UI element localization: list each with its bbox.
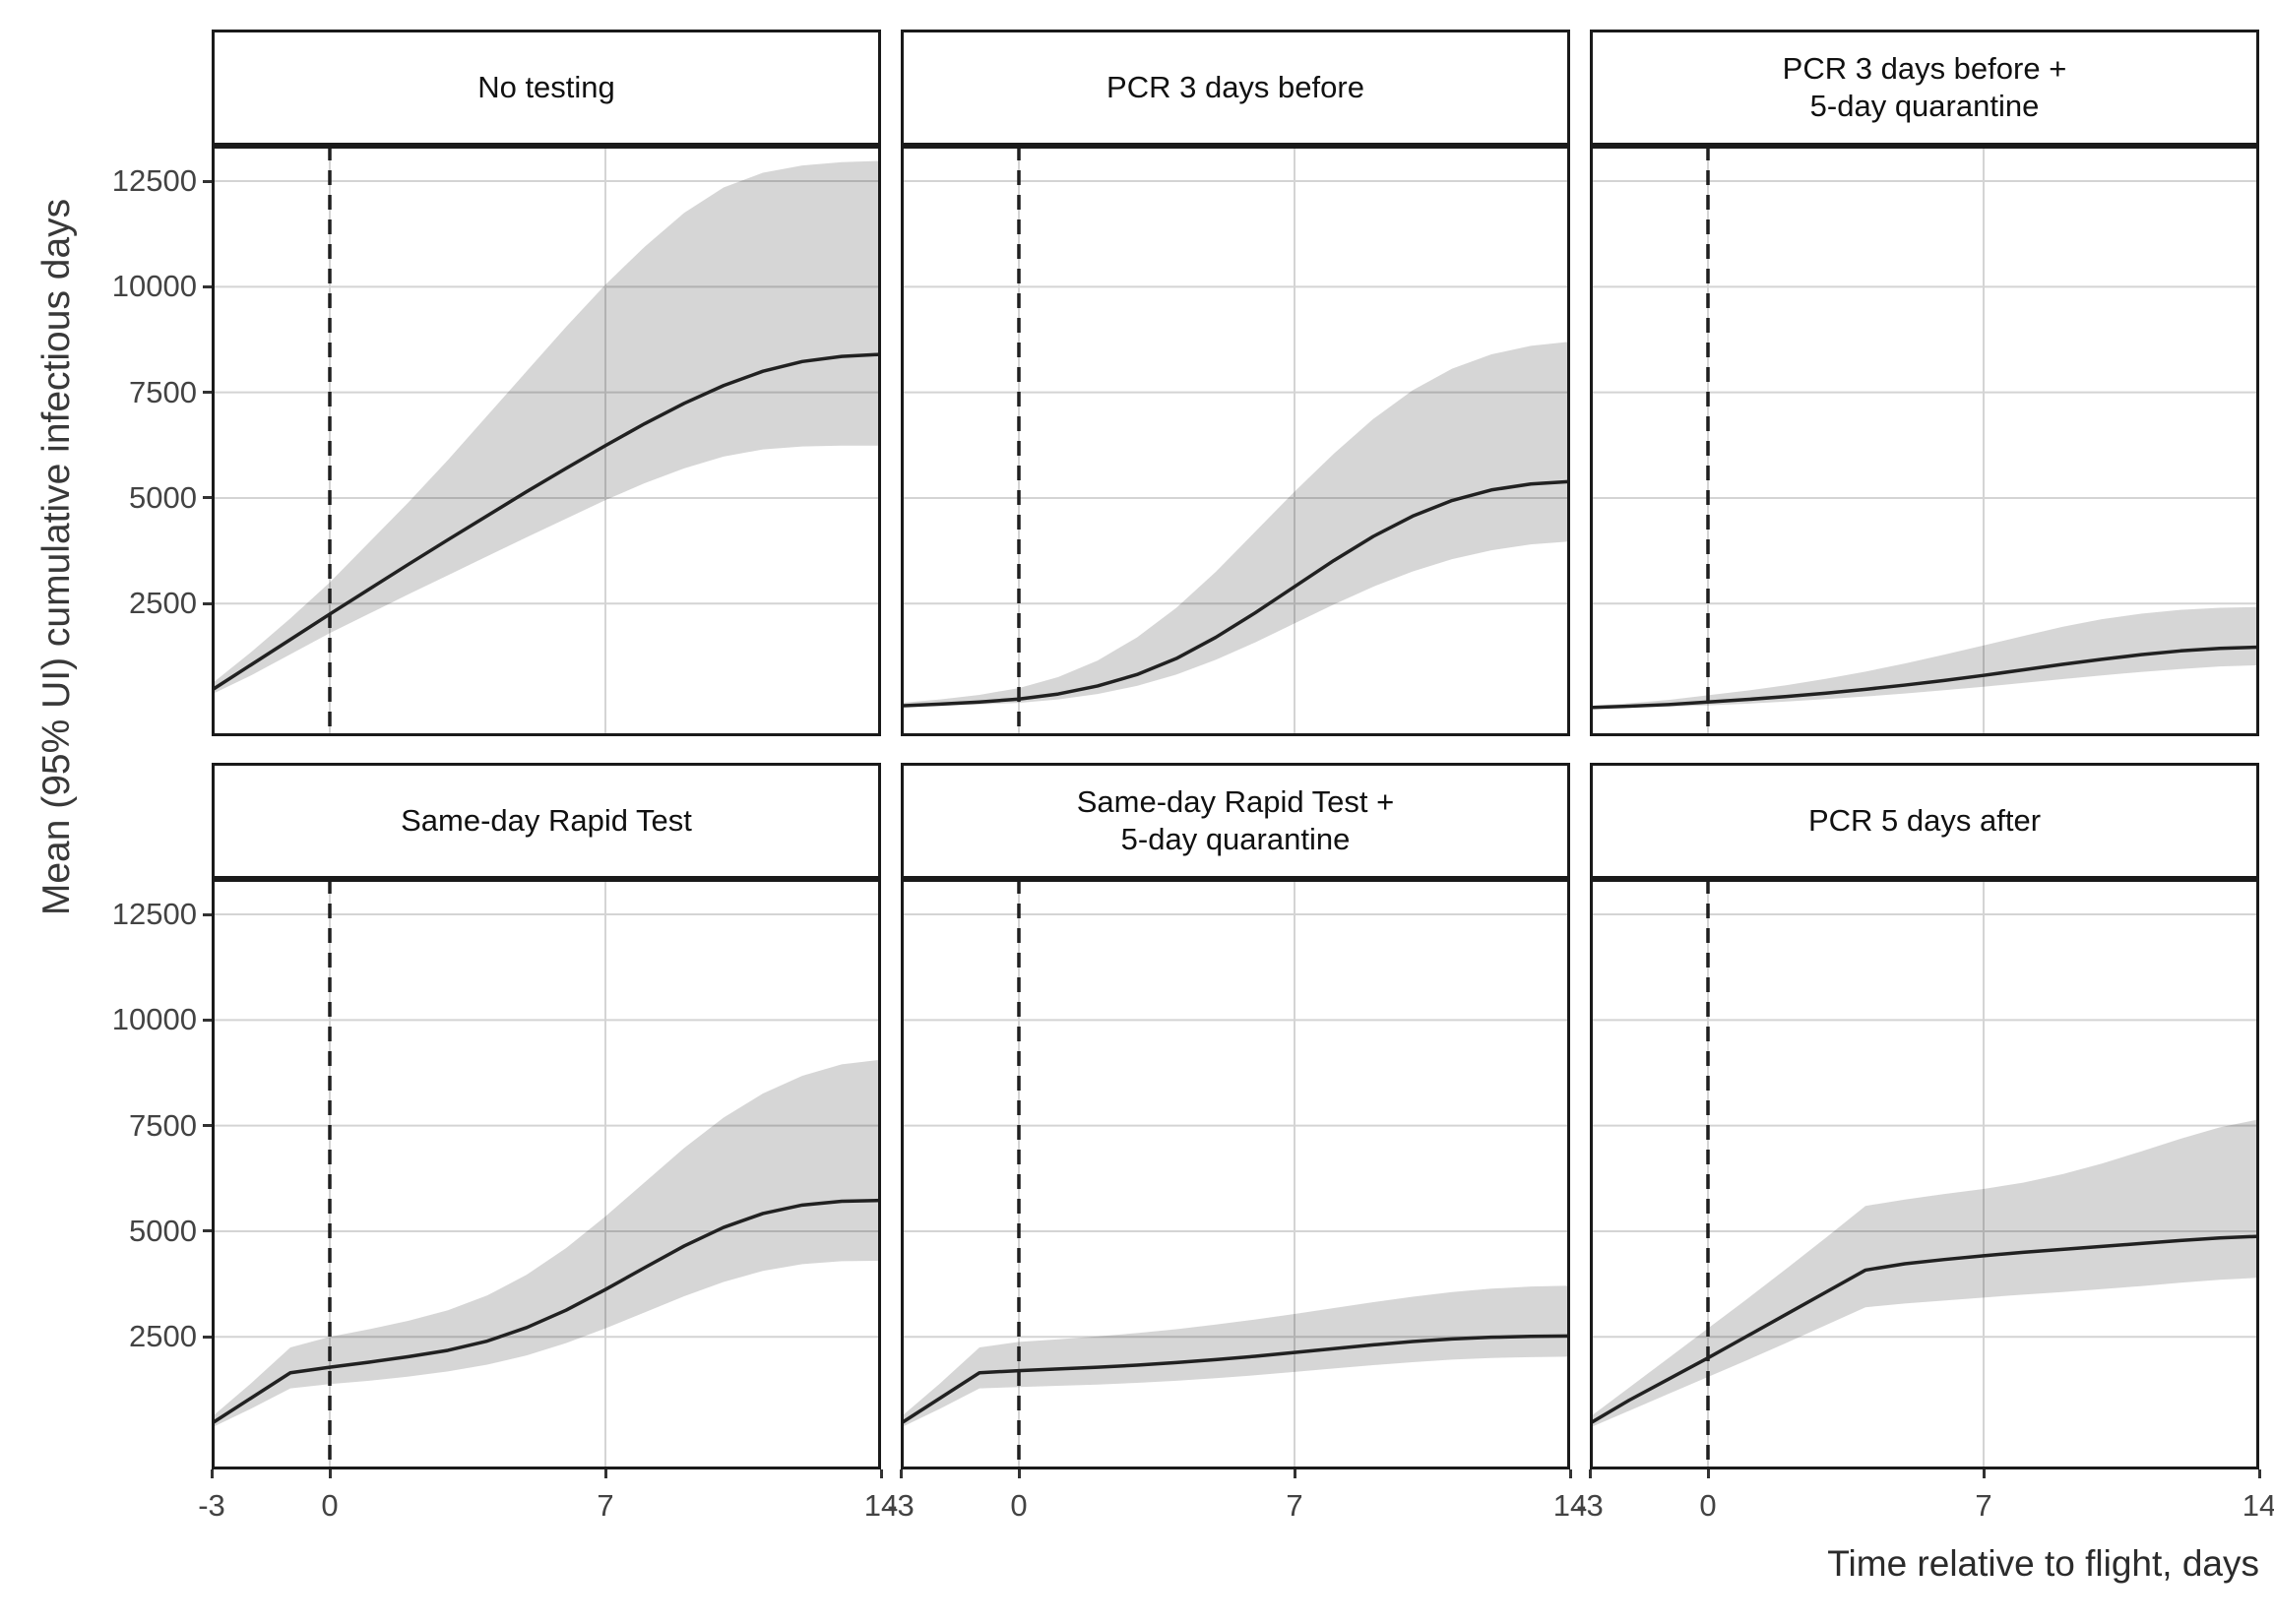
y-tick-label: 7500 [129,374,197,409]
y-tick-label: 5000 [129,1213,197,1248]
panel-border [1590,879,2259,1469]
facet-title: Same-day Rapid Test [401,803,692,838]
x-tick-label: 14 [1552,1488,1588,1523]
panel-plot [901,146,1570,736]
x-tick-label: 7 [597,1488,614,1523]
mean-line [901,479,1570,708]
panel-border [1590,146,2259,736]
facet-strip: Same-day Rapid Test [212,763,881,879]
panel-plot [901,879,1570,1469]
panel-border [901,879,1570,1469]
x-tick-label: 0 [1699,1488,1717,1523]
y-tick-label: 12500 [111,897,197,932]
x-tick-mark [1568,1469,1572,1478]
y-axis-title: Mean (95% UI) cumulative infectious days [35,198,78,916]
y-tick-label: 10000 [111,269,197,304]
mean-line [901,1334,1570,1425]
y-tick-label: 5000 [129,479,197,515]
facet-strip: No testing [212,30,881,146]
panel-plot [212,146,881,736]
y-tick-mark [203,1229,212,1233]
uncertainty-ribbon [212,1059,881,1428]
y-tick-label: 2500 [129,586,197,621]
uncertainty-ribbon [1590,1119,2259,1428]
x-tick-label: 14 [863,1488,899,1523]
y-tick-label: 10000 [111,1002,197,1037]
x-tick-mark [2257,1469,2261,1478]
panel-background [212,146,881,736]
mean-line [1590,1234,2259,1425]
facet-title: PCR 3 days before + 5-day quarantine [1782,51,2067,123]
y-tick-mark [203,1124,212,1128]
uncertainty-ribbon [1590,606,2259,709]
y-tick-mark [203,179,212,183]
x-tick-mark [210,1469,214,1478]
facet-strip: PCR 3 days before + 5-day quarantine [1590,30,2259,146]
x-axis-title: Time relative to flight, days [1827,1543,2259,1584]
facet-strip: Same-day Rapid Test + 5-day quarantine [901,763,1570,879]
x-tick-label: -3 [198,1488,225,1523]
panel-plot [212,879,881,1469]
mean-line [212,352,881,692]
panel-plot [1590,146,2259,736]
facet-title: No testing [477,70,615,104]
y-tick-label: 12500 [111,163,197,199]
x-tick-mark [1293,1469,1296,1478]
panel-background [1590,879,2259,1469]
y-tick-mark [203,391,212,395]
panel-border [212,879,881,1469]
x-tick-mark [879,1469,883,1478]
y-tick-mark [203,284,212,288]
x-tick-mark [1706,1469,1710,1478]
mean-line [212,1198,881,1425]
x-tick-mark [1017,1469,1021,1478]
y-tick-mark [203,601,212,605]
panel-background [1590,146,2259,736]
facet-title: Same-day Rapid Test + 5-day quarantine [1076,784,1395,856]
x-tick-label: 0 [321,1488,339,1523]
x-tick-mark [328,1469,332,1478]
y-tick-mark [203,1018,212,1022]
panel-background [212,879,881,1469]
x-tick-label: 7 [1975,1488,1992,1523]
y-tick-mark [203,496,212,500]
uncertainty-ribbon [901,342,1570,708]
panel-background [901,146,1570,736]
uncertainty-ribbon [212,160,881,695]
x-tick-mark [603,1469,607,1478]
mean-line [1590,645,2259,710]
facet-title: PCR 5 days after [1807,803,2042,838]
panel-plot [1590,879,2259,1469]
y-tick-mark [203,1335,212,1339]
x-tick-label: -3 [1576,1488,1604,1523]
panel-border [901,146,1570,736]
x-tick-mark [1588,1469,1592,1478]
y-tick-label: 2500 [129,1319,197,1354]
x-tick-label: -3 [887,1488,915,1523]
facet-strip: PCR 3 days before [901,30,1570,146]
facet-strip: PCR 5 days after [1590,763,2259,879]
x-tick-label: 14 [2242,1488,2274,1523]
x-tick-label: 0 [1010,1488,1028,1523]
facet-title: PCR 3 days before [1106,70,1364,104]
x-tick-mark [1982,1469,1986,1478]
x-tick-label: 7 [1286,1488,1303,1523]
x-tick-mark [899,1469,903,1478]
y-tick-label: 7500 [129,1107,197,1143]
y-tick-mark [203,912,212,916]
panel-border [212,146,881,736]
